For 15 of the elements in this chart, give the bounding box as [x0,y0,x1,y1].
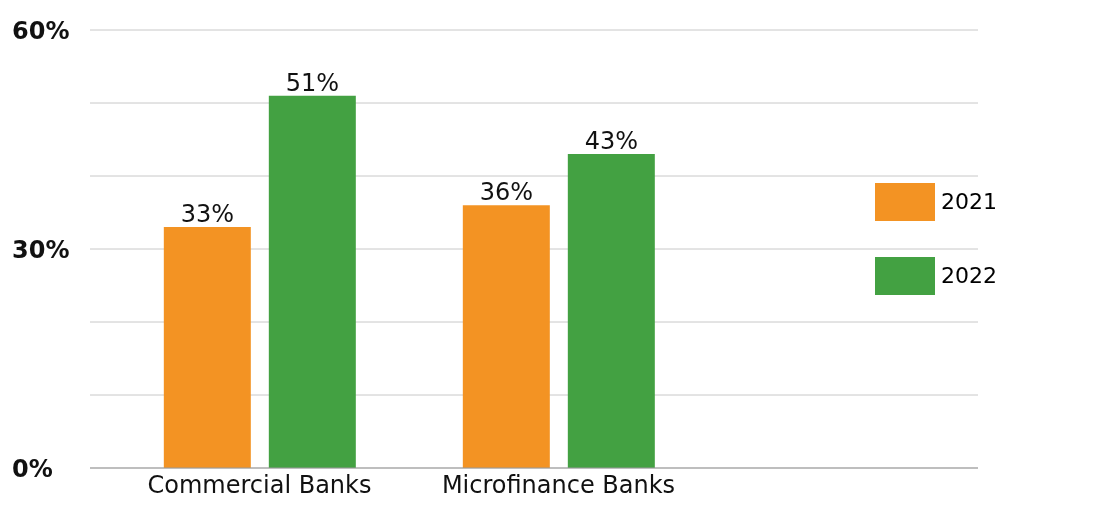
bar [268,95,356,468]
data-label: 33% [180,200,234,229]
bar [567,154,655,468]
legend-label: 2021 [941,189,997,214]
data-label: 36% [479,178,533,207]
y-tick-label: 30% [12,235,70,264]
legend-label: 2022 [941,263,997,288]
x-tick-label: Microfinance Banks [441,471,676,500]
data-label: 51% [285,68,339,97]
bar [462,205,550,468]
y-tick-label: 60% [12,16,70,45]
x-tick-label: Commercial Banks [147,471,372,500]
y-tick-label: 0% [12,454,53,483]
data-label: 43% [584,127,638,156]
bar [163,227,251,468]
